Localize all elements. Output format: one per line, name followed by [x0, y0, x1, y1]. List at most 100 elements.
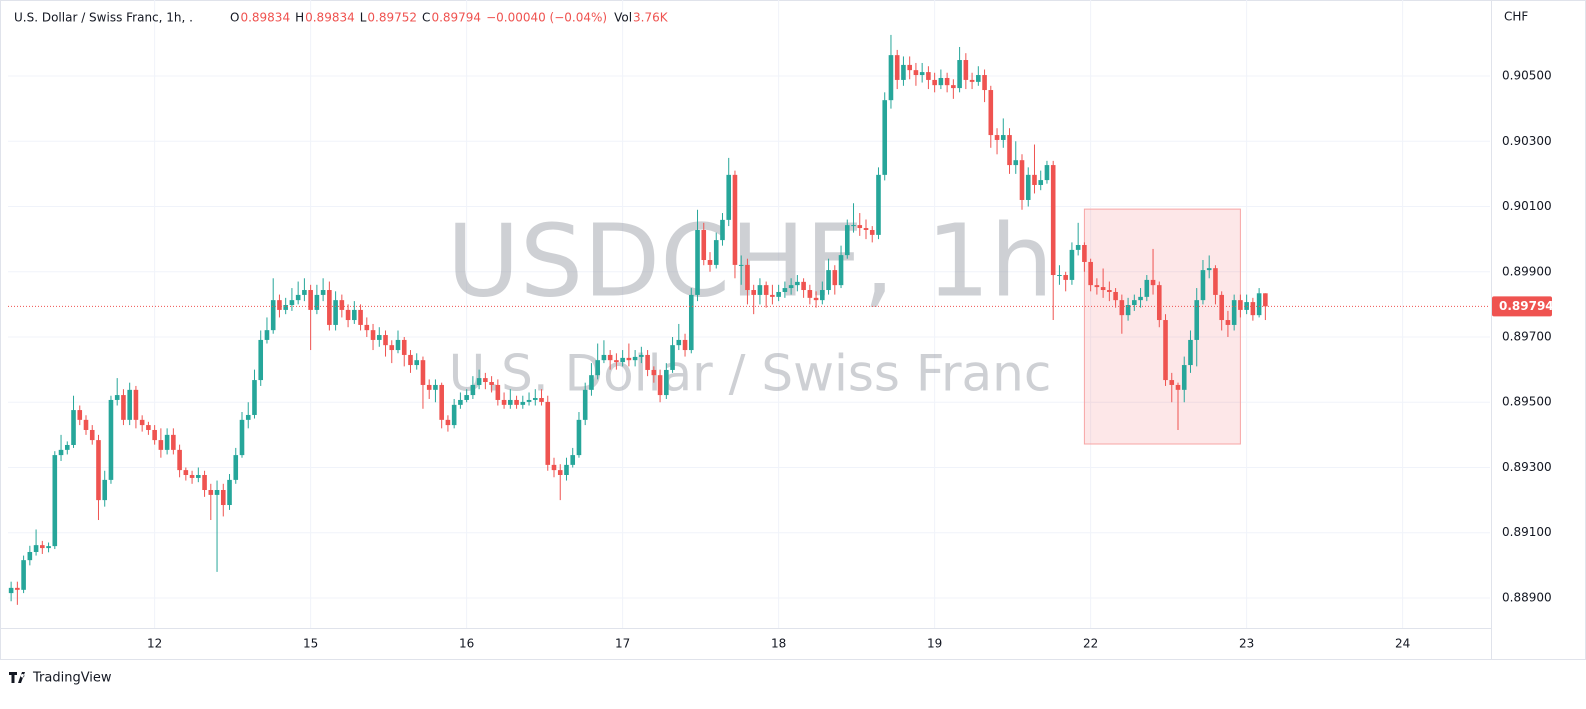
candle-body [1163, 320, 1168, 381]
candle-body [89, 429, 95, 441]
candle-body [283, 305, 288, 310]
change: −0.00040 (−0.04%) [486, 11, 607, 25]
candle-body [951, 85, 956, 89]
candle-body [1213, 268, 1218, 295]
candle-body [183, 470, 189, 475]
candle-body [589, 375, 594, 390]
candle-body [545, 401, 551, 465]
ohlc-value: 0.89794 [431, 11, 481, 25]
candle-body [601, 354, 607, 361]
candle-body [1007, 135, 1012, 166]
candle-body [1238, 300, 1243, 310]
candle-body [876, 174, 881, 235]
candle-body [695, 229, 700, 295]
candle-body [907, 64, 912, 71]
candle-body [820, 290, 825, 301]
candle-body [121, 395, 126, 420]
candle-body [114, 395, 120, 400]
x-tick-label: 16 [459, 637, 474, 651]
candle-body [370, 330, 376, 340]
ohlc-label: H [295, 11, 304, 25]
candle-body [252, 380, 257, 415]
candle-body [963, 60, 969, 80]
candle-body [1119, 300, 1125, 316]
candle-body [688, 294, 694, 351]
candle-body [264, 330, 270, 340]
y-tick-label: 0.89300 [1502, 460, 1552, 474]
candle-body [751, 290, 756, 295]
candle-body [71, 410, 76, 445]
candle-body [1181, 365, 1187, 390]
candle-body [738, 264, 744, 266]
candle-body [389, 345, 395, 351]
candle-body [732, 174, 738, 265]
candle-body [239, 419, 245, 456]
candle-body [401, 339, 407, 355]
y-tick-label: 0.89700 [1502, 329, 1552, 343]
candle-body [1032, 174, 1037, 185]
candle-body [364, 324, 370, 331]
candle-body [1113, 291, 1118, 301]
candle-body [327, 290, 332, 325]
candle-body [607, 354, 613, 361]
candle-body [813, 297, 819, 301]
symbol-title: U.S. Dollar / Swiss Franc, 1h, . [14, 11, 193, 25]
candle-body [882, 100, 888, 175]
legend-header: U.S. Dollar / Swiss Franc, 1h, . O 0.8983… [14, 11, 669, 25]
ohlc-value: 0.89834 [240, 11, 290, 25]
candle-body [982, 75, 987, 91]
candle-body [1231, 300, 1237, 325]
candle-body [657, 375, 663, 396]
candle-body [757, 285, 763, 295]
watermark: USDCHF, 1h [447, 202, 1054, 319]
candle-body [196, 474, 201, 478]
candle-body [320, 290, 326, 295]
x-tick-label: 22 [1083, 637, 1098, 651]
candle-body [127, 389, 132, 420]
candle-body [713, 240, 719, 265]
candle-body [520, 401, 526, 405]
candle-body [1200, 270, 1206, 301]
candle-body [532, 398, 538, 400]
candle-body [676, 339, 682, 346]
candle-body [426, 384, 432, 390]
candle-body [52, 455, 58, 547]
candle-body [96, 440, 101, 501]
candle-body [1175, 384, 1181, 390]
candle-body [1188, 339, 1193, 366]
candle-body [782, 288, 788, 292]
candle-body [258, 339, 264, 381]
candle-body [938, 77, 944, 86]
candle-body [1088, 261, 1093, 286]
candle-body [564, 464, 569, 475]
candle-body [994, 135, 1000, 140]
candle-body [863, 228, 869, 230]
candle-body [1019, 160, 1025, 200]
candle-body [888, 55, 894, 101]
candle-body [707, 260, 713, 265]
candle-body [919, 72, 925, 76]
candle-body [395, 339, 401, 351]
y-tick-label: 0.89900 [1502, 264, 1552, 278]
y-tick-label: 0.89100 [1502, 525, 1552, 539]
candle-body [171, 434, 176, 450]
candle-body [770, 294, 775, 297]
candle-body [414, 360, 420, 366]
candle-body [1256, 293, 1262, 316]
candle-body [483, 378, 488, 383]
y-tick-label: 0.88900 [1502, 590, 1552, 604]
candle-body [901, 64, 906, 80]
candle-body [570, 455, 576, 465]
ohlc-value: 0.89834 [305, 11, 355, 25]
candle-body [1206, 268, 1212, 271]
candle-body [21, 560, 26, 590]
candle-body [1225, 320, 1231, 325]
candle-body [15, 587, 20, 590]
candle-body [339, 300, 345, 310]
candle-body [1194, 300, 1200, 340]
brand-name: TradingView [32, 671, 112, 686]
x-tick-label: 23 [1239, 637, 1254, 651]
candle-body [1125, 305, 1131, 316]
candle-body [720, 219, 725, 241]
